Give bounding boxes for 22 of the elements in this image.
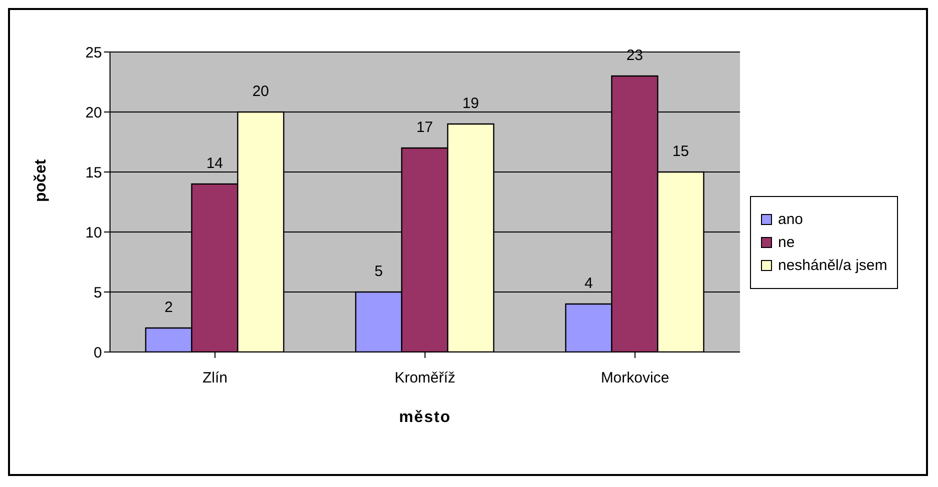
data-label: 2: [164, 299, 173, 316]
data-label: 17: [416, 119, 434, 136]
data-label: 4: [584, 275, 593, 292]
data-label: 15: [672, 143, 690, 160]
x-tick-label: Zlín: [202, 370, 228, 387]
y-tick-label: 0: [94, 344, 102, 362]
y-tick-label: 10: [85, 224, 102, 242]
legend-label: ne: [778, 234, 795, 250]
data-label: 19: [462, 95, 480, 112]
y-tick-label: 25: [85, 44, 102, 62]
y-tick-label: 20: [85, 104, 102, 122]
x-axis-title: město: [398, 409, 452, 426]
data-label: 14: [206, 155, 224, 172]
x-tick-label: Morkovice: [600, 370, 670, 387]
y-tick-label: 5: [94, 284, 102, 302]
x-tick-label: Kroměříž: [394, 370, 456, 387]
y-tick-label: 15: [85, 164, 102, 182]
legend-label: ano: [778, 210, 804, 228]
legend-label: nesháněl/a jsem: [778, 256, 888, 274]
data-label: 5: [374, 263, 383, 280]
y-axis-title: počet: [32, 158, 50, 202]
data-label: 20: [252, 83, 270, 100]
